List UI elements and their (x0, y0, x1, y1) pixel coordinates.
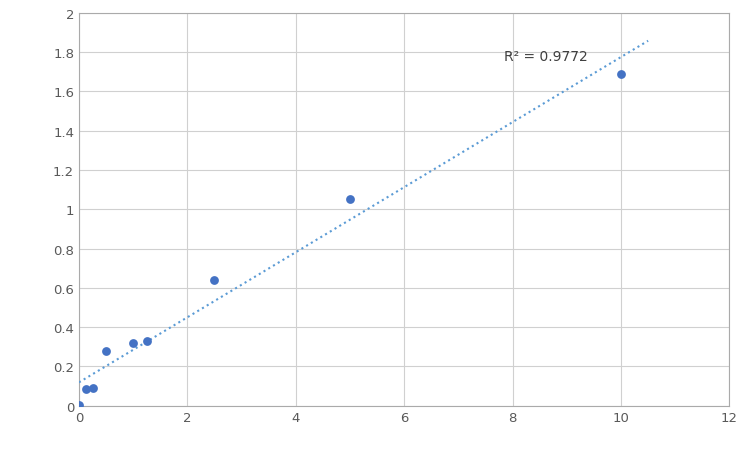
Point (127, 340, 139, 347)
Point (80, 386, 92, 393)
Point (615, 71, 627, 78)
Text: R² = 0.9772: R² = 0.9772 (505, 50, 588, 64)
Point (141, 337, 153, 345)
Point (73, 402, 85, 409)
Point (208, 277, 220, 284)
Point (100, 347, 112, 354)
Point (86, 385, 99, 392)
Point (344, 196, 356, 203)
